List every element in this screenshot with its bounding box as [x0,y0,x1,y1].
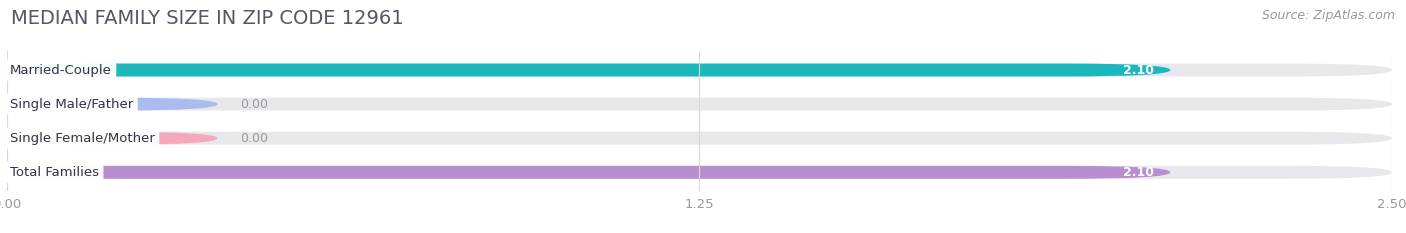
Text: Married-Couple: Married-Couple [10,64,111,76]
Text: 0.00: 0.00 [239,98,267,111]
Text: 2.10: 2.10 [1123,64,1154,76]
Text: Single Male/Father: Single Male/Father [10,98,134,111]
Text: Total Families: Total Families [10,166,98,179]
Text: Single Female/Mother: Single Female/Mother [10,132,155,145]
FancyBboxPatch shape [7,98,1392,111]
FancyBboxPatch shape [7,132,218,145]
Text: 0.00: 0.00 [239,132,267,145]
Text: Source: ZipAtlas.com: Source: ZipAtlas.com [1261,9,1395,22]
FancyBboxPatch shape [7,98,218,111]
Text: 2.10: 2.10 [1123,166,1154,179]
FancyBboxPatch shape [7,166,1392,179]
FancyBboxPatch shape [7,64,1392,76]
Text: MEDIAN FAMILY SIZE IN ZIP CODE 12961: MEDIAN FAMILY SIZE IN ZIP CODE 12961 [11,9,404,28]
FancyBboxPatch shape [7,132,1392,145]
FancyBboxPatch shape [7,166,1170,179]
FancyBboxPatch shape [7,64,1170,76]
